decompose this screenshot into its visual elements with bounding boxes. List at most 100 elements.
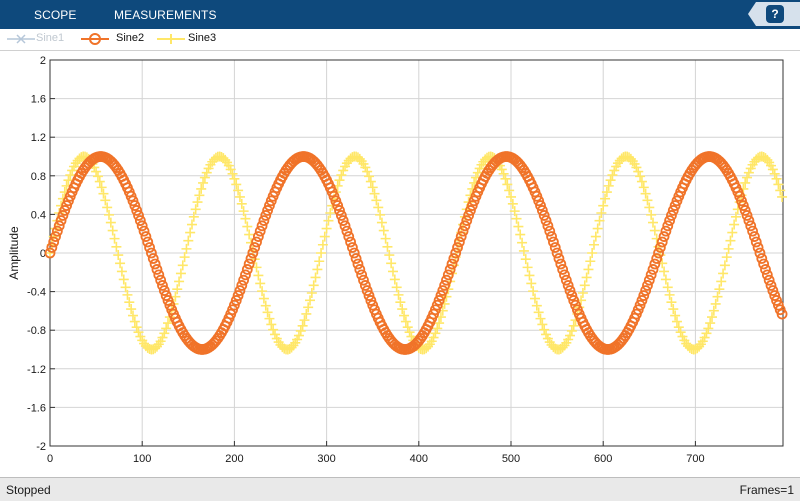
data-point [98, 188, 109, 199]
data-point [48, 236, 60, 248]
data-point [155, 274, 167, 286]
data-point [45, 248, 55, 258]
data-point [107, 225, 118, 236]
data-point [635, 171, 646, 182]
data-point [369, 188, 380, 199]
data-point [161, 323, 172, 334]
data-point [605, 175, 616, 186]
data-point [743, 167, 754, 178]
data-point [749, 231, 760, 242]
data-point [334, 205, 345, 216]
data-point [518, 245, 529, 256]
data-point [566, 325, 577, 336]
data-point [241, 264, 253, 275]
data-point [266, 319, 277, 330]
data-point [673, 322, 684, 333]
data-point [100, 195, 111, 206]
data-point [585, 256, 596, 267]
legend-line-marker-plus-icon [157, 34, 185, 44]
data-point [725, 235, 736, 246]
data-point [659, 266, 670, 277]
data-point [533, 307, 544, 318]
data-point [466, 200, 478, 211]
data-point [517, 237, 528, 248]
data-point [305, 295, 316, 306]
data-point [254, 225, 266, 237]
data-point [116, 266, 127, 277]
data-point [638, 290, 650, 301]
legend-item-sine1[interactable]: Sine1 [6, 29, 66, 50]
data-point [548, 236, 559, 248]
data-point [233, 185, 244, 196]
data-point [249, 242, 261, 253]
data-point [461, 215, 473, 226]
data-point [354, 153, 365, 164]
legend-item-sine2[interactable]: Sine2 [80, 29, 150, 50]
data-point [198, 177, 209, 188]
data-point [504, 185, 515, 196]
data-point [747, 225, 758, 237]
series-sine3 [45, 151, 788, 355]
data-point [546, 231, 557, 242]
data-point [367, 182, 378, 193]
data-point [389, 274, 400, 285]
data-point [314, 256, 325, 267]
data-point [354, 264, 366, 275]
data-point [126, 304, 137, 315]
data-point [109, 233, 120, 244]
data-point [395, 297, 406, 308]
data-point [594, 215, 605, 226]
scope-plot[interactable]: 21.61.20.80.40-0.4-0.8-1.2-1.6-20 100 200 3… [0, 50, 800, 475]
data-point [251, 236, 262, 248]
legend-item-sine3[interactable]: Sine3 [156, 29, 226, 50]
tab-scope[interactable]: SCOPE [34, 8, 77, 22]
data-point [172, 284, 183, 295]
data-point [179, 252, 190, 263]
data-point [65, 170, 76, 181]
data-point [192, 197, 203, 208]
data-point [761, 269, 773, 281]
data-point [362, 166, 373, 177]
data-point [675, 327, 686, 338]
data-point [127, 195, 139, 207]
data-point [507, 198, 518, 209]
data-point [444, 264, 456, 275]
data-point [660, 274, 671, 285]
data-point [133, 210, 144, 221]
data-point [640, 188, 651, 199]
data-point [435, 290, 447, 301]
data-point [153, 269, 165, 281]
data-point [776, 308, 788, 320]
data-point [694, 341, 705, 352]
data-point [647, 264, 659, 275]
data-point [718, 268, 729, 279]
y-tick-label: 1.2 [31, 132, 46, 144]
x-tick-label: 400 [410, 453, 428, 465]
data-point [240, 269, 251, 281]
help-icon[interactable]: ? [766, 5, 784, 23]
data-point [729, 219, 740, 230]
tab-measurements[interactable]: MEASUREMENTS [114, 8, 217, 22]
data-point [258, 215, 270, 226]
data-point [358, 274, 369, 286]
data-point [568, 295, 580, 306]
data-point [364, 171, 375, 182]
data-point [400, 316, 411, 327]
data-point [509, 206, 520, 217]
data-point [50, 231, 61, 242]
legend-line-marker-x-icon [7, 34, 35, 44]
data-point [542, 220, 554, 232]
data-point [526, 278, 537, 289]
data-point [705, 318, 716, 329]
data-point [557, 264, 569, 275]
data-point [149, 258, 161, 270]
data-point [140, 231, 152, 242]
data-point [662, 220, 674, 232]
data-point [529, 293, 540, 304]
data-point [399, 310, 410, 321]
data-point [339, 220, 351, 232]
y-tick-label: 0.4 [31, 209, 46, 221]
data-point [551, 247, 563, 259]
data-point [122, 289, 133, 300]
data-point [769, 290, 781, 301]
